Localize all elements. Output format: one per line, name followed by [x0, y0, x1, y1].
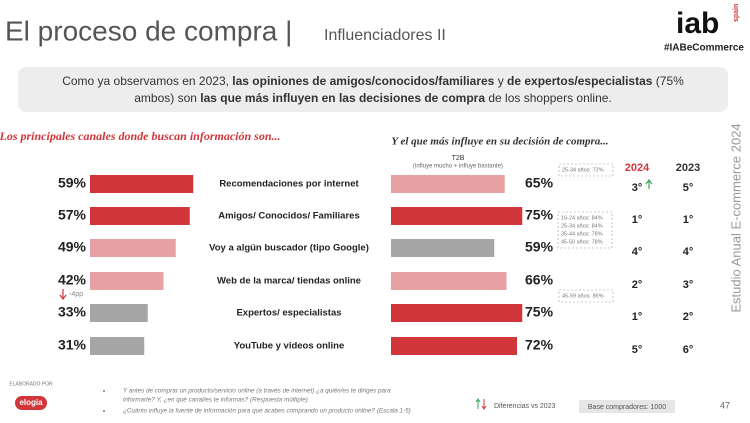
up-arrow [475, 398, 481, 409]
summary-line: Como ya observamos en 2023, las opinione… [62, 74, 684, 88]
bar [391, 304, 523, 322]
bar [391, 207, 523, 225]
summary-box [18, 67, 728, 112]
footnote: Y antes de comprar un producto/servicio … [123, 388, 391, 395]
callout-text: 16-24 años: 84% [561, 215, 603, 221]
right-chart-title: Y el que más influye en su decisión de c… [391, 136, 608, 148]
rank: 2° [632, 279, 643, 291]
summary-part: y [494, 74, 507, 88]
rank: 1° [683, 214, 694, 226]
callout-text: 25-34 años: 72% [562, 167, 604, 173]
callout-box [558, 289, 614, 303]
bar [90, 337, 145, 355]
bar [391, 272, 507, 290]
rank: 4° [632, 246, 643, 258]
value-label: 59% [525, 239, 554, 255]
summary-part: de expertos/especialistas [507, 74, 653, 88]
callout-text: 45-50 años: 78% [561, 239, 603, 245]
value-label: 66% [525, 272, 554, 288]
brand-badge [15, 396, 47, 410]
base: Base compradores: 1000 [588, 404, 666, 411]
summary-part: las opiniones de amigos/conocidos/famili… [232, 74, 494, 88]
logo: iab [676, 7, 719, 40]
value-label: 65% [525, 175, 554, 191]
hashtag: #IABeCommerce [664, 43, 744, 54]
rank: 3° [683, 279, 694, 291]
callout-text: 25-34 años: 84% [561, 223, 603, 229]
summary-part: ambos) son [134, 91, 200, 105]
base-box [579, 400, 675, 413]
footnote: ¿Cuánto influye la fuente de información… [123, 408, 411, 415]
bar [391, 337, 517, 355]
bar [90, 272, 164, 290]
rank: 6° [683, 344, 694, 356]
down-arrow [481, 399, 487, 410]
credit: ELABORADO POR [9, 381, 53, 387]
logo-sub: spain [733, 4, 740, 22]
bullet [103, 410, 105, 412]
summary-part: las que más influyen en las decisiones d… [200, 91, 485, 105]
rank: 5° [683, 182, 694, 194]
title: El proceso de compra | [5, 15, 292, 46]
value-label: 33% [58, 304, 87, 320]
rank: 4° [683, 246, 694, 258]
value-label: 42% [58, 272, 87, 288]
category-label: Expertos/ especialistas [236, 308, 341, 319]
brand: elogia [19, 398, 43, 407]
summary-part: (75% [652, 74, 684, 88]
callout-text: 35-44 años: 78% [561, 231, 603, 237]
callout-text: 45-59 años: 86% [562, 293, 604, 299]
value-label: 75% [525, 304, 554, 320]
summary-part: de los shoppers online. [485, 91, 612, 105]
rank: 1° [632, 311, 643, 323]
callout-box [558, 163, 614, 177]
bar [90, 239, 176, 257]
bar [90, 304, 148, 322]
legend: Diferencias vs 2023 [494, 403, 556, 410]
bar [391, 239, 495, 257]
category-label: Voy a algún buscador (tipo Google) [209, 243, 369, 254]
t2b-note: (influye mucho + influye bastante) [413, 164, 503, 170]
down-arrow [59, 289, 67, 300]
summary-part: Como ya observamos en 2023, [62, 74, 232, 88]
value-label: 75% [525, 207, 554, 223]
summary-line: ambos) son las que más influyen en las d… [134, 91, 612, 105]
rank-header: 2023 [676, 162, 700, 174]
footnote: informarte? Y, ¿en qué canal/es te infor… [123, 397, 308, 404]
up-arrow [645, 179, 653, 189]
bar [90, 207, 190, 225]
value-label: 31% [58, 337, 87, 353]
callout-box [557, 211, 613, 249]
value-label: 49% [58, 239, 87, 255]
bar [391, 175, 505, 193]
side-text: Estudio Anual E-commerce 2024 [728, 123, 743, 312]
subtitle: Influenciadores II [324, 27, 446, 44]
category-label: YouTube y videos online [234, 341, 345, 352]
value-label: 59% [58, 175, 87, 191]
category-label: Amigos/ Conocidos/ Familiares [218, 211, 359, 222]
value-label: 72% [525, 337, 554, 353]
category-label: Recomendaciones por internet [219, 179, 359, 190]
bullet [103, 390, 105, 392]
t2b: T2B [452, 155, 465, 162]
rank: 1° [632, 214, 643, 226]
rank: 2° [683, 311, 694, 323]
bar [90, 175, 194, 193]
left-chart-title: Los principales canales donde buscan inf… [0, 129, 281, 143]
category-label: Web de la marca/ tiendas online [217, 276, 361, 287]
annotation: -4pp [69, 291, 83, 298]
page-number: 47 [720, 400, 730, 410]
rank: 3° [632, 182, 643, 194]
rank: 5° [632, 344, 643, 356]
value-label: 57% [58, 207, 87, 223]
rank-header: 2024 [625, 162, 650, 174]
